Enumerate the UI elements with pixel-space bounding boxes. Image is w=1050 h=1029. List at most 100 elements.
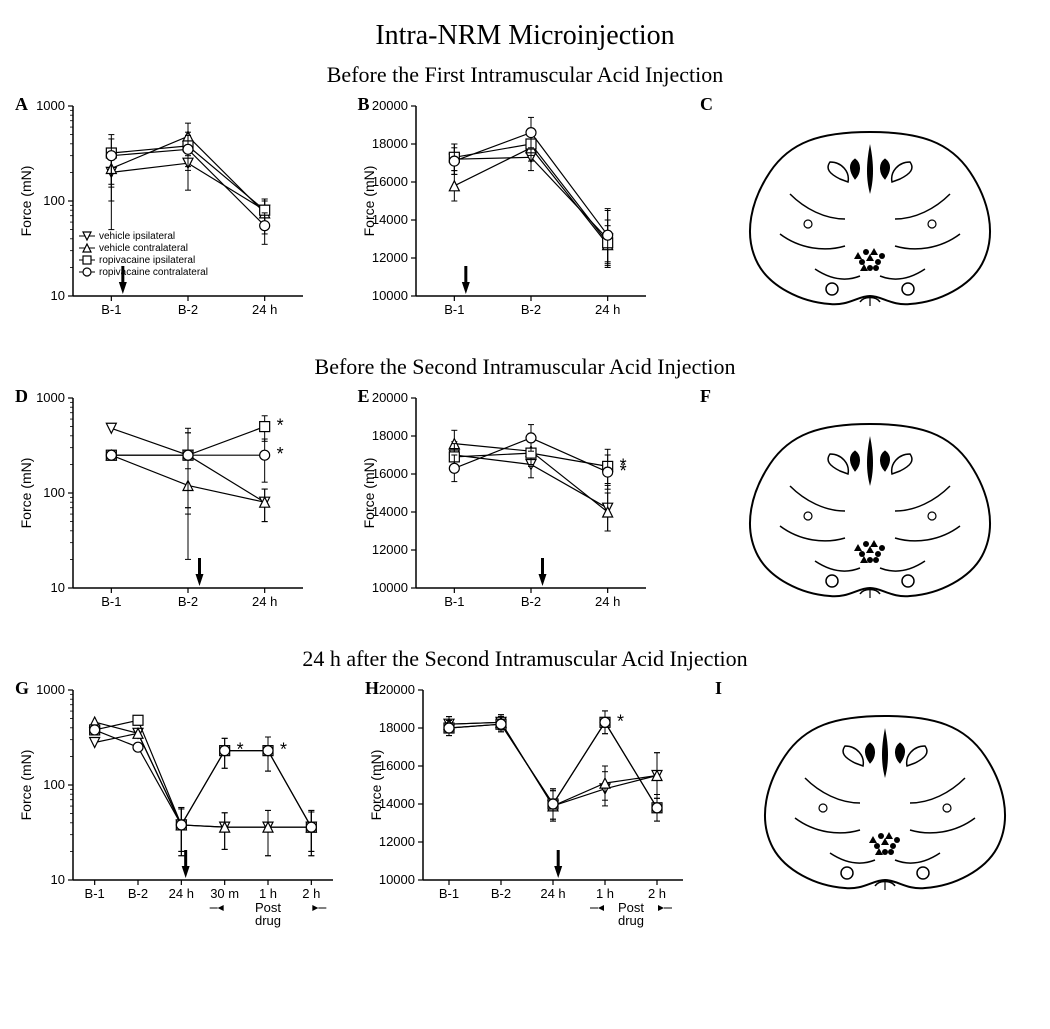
svg-text:B-1: B-1 [444, 302, 464, 317]
svg-text:ropivacaine contralateral: ropivacaine contralateral [99, 267, 208, 278]
svg-text:18000: 18000 [371, 136, 407, 151]
brain-section-F [700, 386, 1035, 616]
svg-text:10: 10 [51, 872, 65, 887]
panel-I: I [715, 678, 1050, 928]
svg-text:B-1: B-1 [85, 886, 105, 901]
svg-text:B-1: B-1 [101, 594, 121, 609]
panel-label-B: B [358, 94, 370, 115]
svg-text:10000: 10000 [371, 580, 407, 595]
svg-text:24 h: 24 h [252, 302, 277, 317]
svg-text:Force (mN): Force (mN) [18, 166, 34, 237]
panel-label-E: E [358, 386, 370, 407]
brain-section-C [700, 94, 1035, 324]
svg-text:10000: 10000 [379, 872, 415, 887]
svg-text:14000: 14000 [379, 796, 415, 811]
svg-text:24 h: 24 h [595, 594, 620, 609]
panel-D: D 10 100 1000 B-1 B-2 24 h Force (mN) * * [15, 386, 350, 636]
panel-label-D: D [15, 386, 28, 407]
panel-label-I: I [715, 678, 722, 699]
svg-text:24 h: 24 h [252, 594, 277, 609]
chart-B: 10000 12000 14000 16000 18000 20000 B-1 B-2 24 h… [358, 94, 693, 344]
svg-text:12000: 12000 [379, 834, 415, 849]
svg-text:30 m: 30 m [210, 886, 239, 901]
chart-H: 100001200014000160001800020000B-1B-224 h… [365, 678, 715, 948]
svg-text:14000: 14000 [371, 504, 407, 519]
svg-text:100: 100 [43, 777, 65, 792]
svg-text:drug: drug [255, 913, 281, 928]
panel-label-H: H [365, 678, 379, 699]
svg-text:20000: 20000 [371, 390, 407, 405]
svg-text:18000: 18000 [371, 428, 407, 443]
row2-subtitle: Before the Second Intramuscular Acid Inj… [15, 354, 1035, 380]
svg-text:18000: 18000 [379, 720, 415, 735]
chart-A: 10 100 1000 B-1 B-2 24 h Force (mN) vehicle ips… [15, 94, 350, 344]
svg-text:10000: 10000 [371, 288, 407, 303]
svg-text:vehicle contralateral: vehicle contralateral [99, 243, 188, 254]
svg-text:1000: 1000 [36, 390, 65, 405]
chart-E: 10000 12000 14000 16000 18000 20000 B-1 B-2 24 h… [358, 386, 693, 636]
svg-text:2 h: 2 h [648, 886, 666, 901]
svg-text:14000: 14000 [371, 212, 407, 227]
svg-text:*: * [277, 444, 284, 464]
svg-text:B-1: B-1 [444, 594, 464, 609]
svg-text:B-1: B-1 [101, 302, 121, 317]
svg-text:2 h: 2 h [302, 886, 320, 901]
svg-text:B-2: B-2 [128, 886, 148, 901]
svg-text:16000: 16000 [379, 758, 415, 773]
brain-section-I [715, 678, 1050, 908]
svg-text:1 h: 1 h [259, 886, 277, 901]
svg-text:100: 100 [43, 193, 65, 208]
svg-text:drug: drug [618, 913, 644, 928]
panel-C: C [700, 94, 1035, 344]
row3: G 10 100 1000 B-1 B-2 24 h 30 m 1 h 2 h Force (mN… [15, 678, 1035, 948]
row3-subtitle: 24 h after the Second Intramuscular Acid… [15, 646, 1035, 672]
panel-label-A: A [15, 94, 28, 115]
svg-text:10: 10 [51, 580, 65, 595]
svg-text:*: * [277, 416, 284, 436]
svg-text:10: 10 [51, 288, 65, 303]
svg-text:Force (mN): Force (mN) [368, 750, 384, 821]
panel-label-G: G [15, 678, 29, 699]
panel-label-C: C [700, 94, 713, 115]
svg-text:*: * [237, 740, 244, 760]
main-title: Intra-NRM Microinjection [15, 20, 1035, 52]
row1: A 10 100 1000 B-1 B-2 24 h Force (mN) vehicle i… [15, 94, 1035, 344]
svg-text:20000: 20000 [371, 98, 407, 113]
row2: D 10 100 1000 B-1 B-2 24 h Force (mN) * * E 1000… [15, 386, 1035, 636]
svg-text:1000: 1000 [36, 682, 65, 697]
svg-text:1000: 1000 [36, 98, 65, 113]
panel-E: E 10000 12000 14000 16000 18000 20000 B-1 B-2 24… [358, 386, 693, 636]
svg-text:B-1: B-1 [439, 886, 459, 901]
row1-subtitle: Before the First Intramuscular Acid Inje… [15, 62, 1035, 88]
svg-text:1 h: 1 h [596, 886, 614, 901]
panel-G: G 10 100 1000 B-1 B-2 24 h 30 m 1 h 2 h Force (mN… [15, 678, 365, 948]
svg-text:24 h: 24 h [595, 302, 620, 317]
svg-text:*: * [280, 740, 287, 760]
svg-text:Force (mN): Force (mN) [18, 458, 34, 529]
panel-B: B 10000 12000 14000 16000 18000 20000 B-1 B-2 24… [358, 94, 693, 344]
svg-text:*: * [619, 461, 626, 481]
svg-text:B-2: B-2 [520, 302, 540, 317]
panel-H: H 100001200014000160001800020000B-1B-224… [365, 678, 715, 948]
panel-A: A 10 100 1000 B-1 B-2 24 h Force (mN) vehicle i… [15, 94, 350, 344]
svg-text:16000: 16000 [371, 174, 407, 189]
svg-text:24 h: 24 h [540, 886, 565, 901]
svg-text:vehicle ipsilateral: vehicle ipsilateral [99, 231, 175, 242]
svg-text:Force (mN): Force (mN) [18, 750, 34, 821]
svg-text:B-2: B-2 [178, 594, 198, 609]
svg-text:24 h: 24 h [169, 886, 194, 901]
svg-text:ropivacaine ipsilateral: ropivacaine ipsilateral [99, 255, 195, 266]
chart-D: 10 100 1000 B-1 B-2 24 h Force (mN) * * [15, 386, 350, 636]
svg-text:*: * [617, 711, 624, 731]
svg-text:100: 100 [43, 485, 65, 500]
panel-F: F [700, 386, 1035, 636]
svg-text:16000: 16000 [371, 466, 407, 481]
svg-text:Force (mN): Force (mN) [361, 166, 377, 237]
chart-G: 10 100 1000 B-1 B-2 24 h 30 m 1 h 2 h Force (mN) *… [15, 678, 365, 948]
svg-text:B-2: B-2 [491, 886, 511, 901]
svg-text:12000: 12000 [371, 250, 407, 265]
svg-text:B-2: B-2 [178, 302, 198, 317]
svg-text:12000: 12000 [371, 542, 407, 557]
svg-text:B-2: B-2 [520, 594, 540, 609]
svg-text:Force (mN): Force (mN) [361, 458, 377, 529]
